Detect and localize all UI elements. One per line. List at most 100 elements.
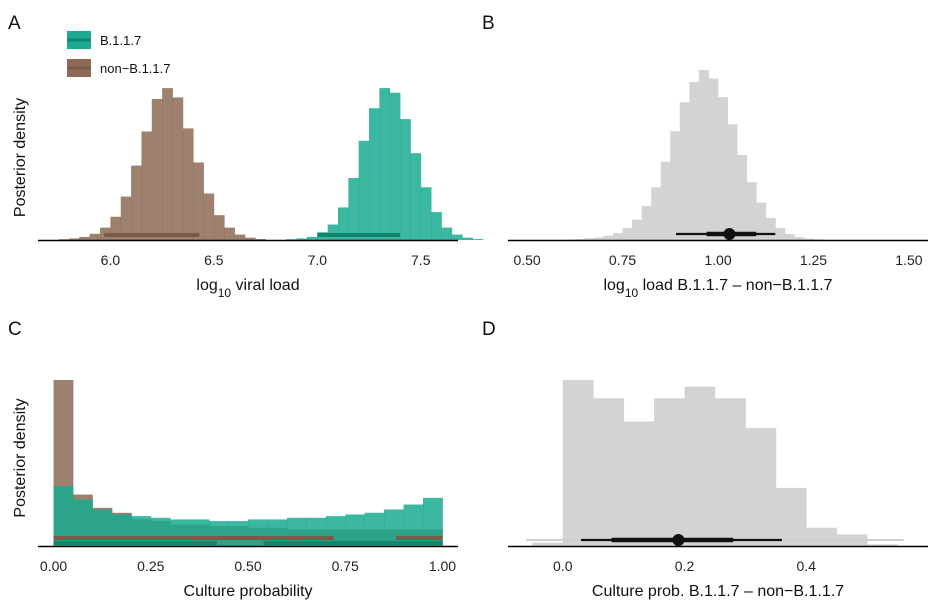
hist-bar xyxy=(58,239,70,240)
hist-bar xyxy=(806,527,838,546)
hist-bar xyxy=(369,108,380,240)
x-tick-label: 7.5 xyxy=(411,252,431,268)
hist-bar xyxy=(584,238,595,240)
hist-bar xyxy=(737,155,748,240)
hist-bar xyxy=(131,165,142,240)
hist-bar xyxy=(151,98,163,240)
hist-bar xyxy=(327,224,339,240)
x-tick-label: 0.25 xyxy=(137,558,164,574)
y-axis-label: Posterior density xyxy=(12,98,29,217)
x-tick-label: 6.5 xyxy=(204,252,224,268)
hist-bar xyxy=(213,215,225,240)
hist-bar xyxy=(345,514,366,546)
hist-bar xyxy=(69,238,80,240)
hist-bar xyxy=(306,236,318,240)
hist-bar xyxy=(234,234,246,240)
panel-b: 0.50 0.75 1.00 1.25 1.50 log10 load B.1.1.7 –… xyxy=(508,70,928,300)
hist-bar xyxy=(684,386,716,546)
hist-bar xyxy=(562,380,594,546)
hist-bar xyxy=(389,92,401,240)
panel-a: 6.0 6.5 7.0 7.5 log10 viral load Posterior de… xyxy=(12,88,484,300)
hist-bar xyxy=(338,207,349,240)
interval-line xyxy=(317,233,401,237)
x-axis-label: log10 viral load xyxy=(196,277,299,300)
hist-bar xyxy=(727,124,738,240)
hist-bar xyxy=(593,237,604,240)
x-tick-label: 1.25 xyxy=(800,252,827,268)
hist-bar xyxy=(244,237,256,240)
hist-bar xyxy=(423,497,443,546)
hist-bar xyxy=(714,398,746,546)
hist-bar xyxy=(431,212,442,240)
median-point xyxy=(672,534,685,546)
hist-bar xyxy=(651,187,662,240)
hist-bar xyxy=(654,398,685,546)
x-tick-label: 0.0 xyxy=(553,558,573,574)
interval-line xyxy=(53,541,217,545)
hist-bar xyxy=(358,140,370,240)
hist-bar xyxy=(410,153,422,240)
hist-bar xyxy=(110,216,122,240)
hist-bar xyxy=(384,509,404,546)
median-point xyxy=(723,228,736,240)
hist-bar xyxy=(472,239,484,240)
hist-bar xyxy=(660,161,671,240)
hist-bar xyxy=(622,228,633,240)
x-tick-label: 1.00 xyxy=(429,558,456,574)
hist-bar xyxy=(451,234,463,240)
interval-line xyxy=(53,536,334,540)
hist-bar xyxy=(745,428,777,546)
interval-line xyxy=(263,541,443,545)
panel-label-a: A xyxy=(8,13,21,34)
hist-bar xyxy=(286,239,298,240)
x-axis-label: Culture prob. B.1.1.7 – non−B.1.1.7 xyxy=(592,583,844,600)
hist-bar xyxy=(400,119,411,240)
hist-bar xyxy=(632,219,643,240)
hist-bar xyxy=(603,235,614,240)
hist-bar xyxy=(193,162,204,240)
x-tick-label: 0.50 xyxy=(513,252,540,268)
hist-bar xyxy=(364,512,385,546)
hist-bar xyxy=(224,227,235,240)
hist-bar xyxy=(593,398,625,546)
panel-label-c: C xyxy=(8,319,22,340)
x-tick-label: 0.4 xyxy=(797,558,817,574)
hist-bar xyxy=(182,128,194,240)
legend-label-b117: B.1.1.7 xyxy=(100,33,141,48)
interval-line xyxy=(395,536,443,540)
hist-bar xyxy=(379,88,391,240)
hist-bar xyxy=(718,97,728,240)
hist-bar xyxy=(203,193,215,240)
hist-bar xyxy=(756,202,767,240)
panel-label-b: B xyxy=(482,13,495,34)
hist-bar xyxy=(441,227,453,240)
panel-c: 0.00 0.25 0.50 0.75 1.00 Culture probability P… xyxy=(12,380,458,600)
hist-bar xyxy=(679,102,690,240)
x-tick-label: 6.0 xyxy=(101,252,121,268)
hist-bar xyxy=(784,234,795,240)
legend-label-non: non−B.1.1.7 xyxy=(100,61,170,76)
hist-bar xyxy=(867,544,898,546)
hist-bar xyxy=(813,239,824,240)
hist-bar xyxy=(89,233,101,240)
legend-line-non xyxy=(67,66,91,70)
x-tick-label: 7.0 xyxy=(308,252,328,268)
hist-bar xyxy=(255,239,266,240)
x-tick-label: 0.75 xyxy=(332,558,359,574)
hist-bar xyxy=(641,206,652,240)
hist-bar xyxy=(79,236,91,240)
hist-bar xyxy=(775,487,807,546)
hist-bar xyxy=(670,131,681,240)
hist-bar xyxy=(698,70,709,240)
hist-bar xyxy=(228,521,249,546)
hist-bar xyxy=(462,237,473,240)
legend-line-b117 xyxy=(67,38,91,42)
hist-bar xyxy=(162,88,173,240)
hist-bar xyxy=(794,237,805,240)
panel-d: 0.0 0.2 0.4 Culture prob. B.1.1.7 – non−B.1… xyxy=(508,380,928,600)
hist-bar xyxy=(532,542,564,546)
x-tick-label: 0.2 xyxy=(675,558,695,574)
x-axis-label: Culture probability xyxy=(184,583,313,600)
hist-bar xyxy=(73,499,93,546)
